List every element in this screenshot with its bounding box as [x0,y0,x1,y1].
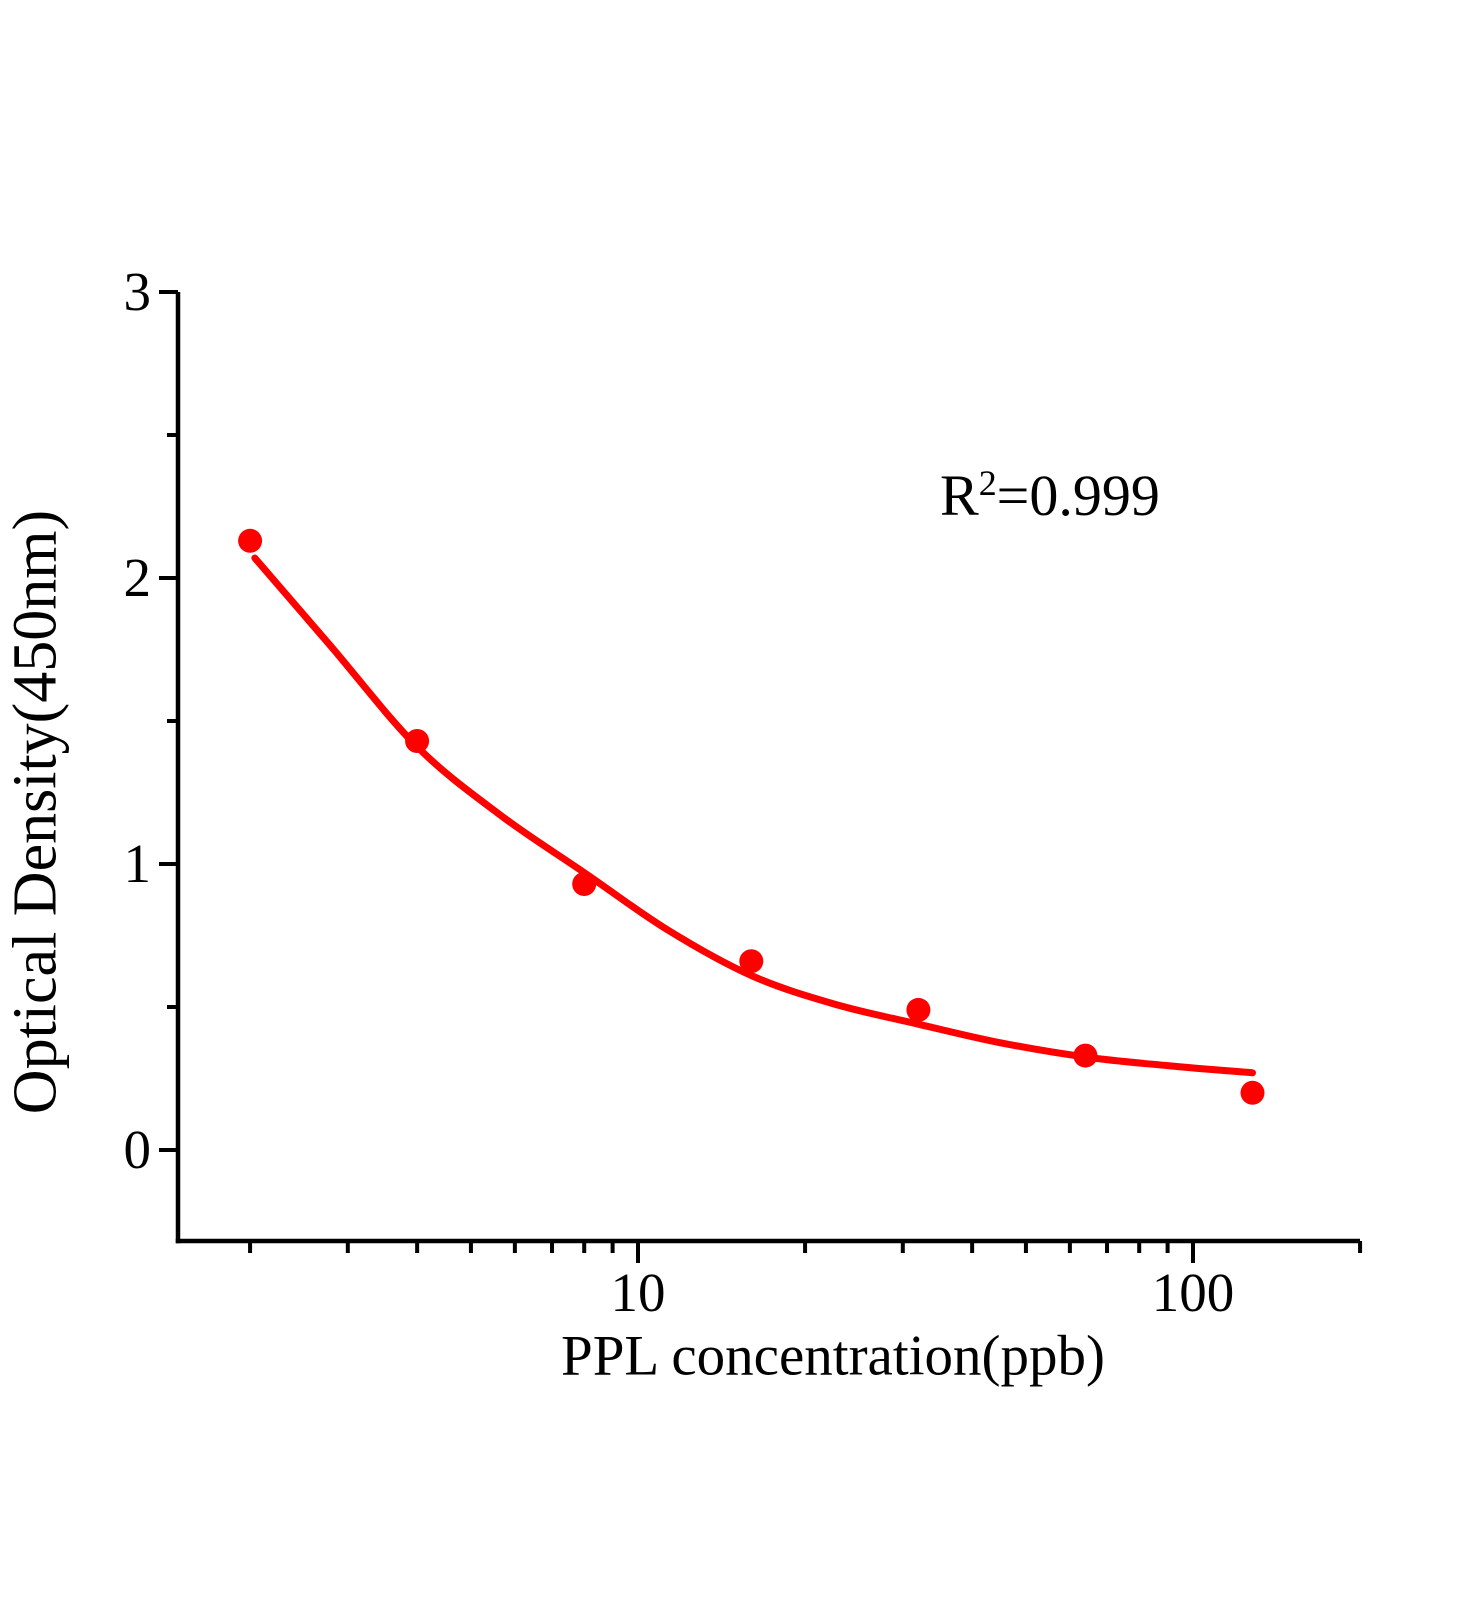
y-tick-label-1: 1 [123,833,152,894]
data-point-8ppb [572,872,597,896]
r-squared-value: =0.999 [996,463,1160,528]
fit-curve [251,554,1256,1077]
data-point-128ppb [1240,1080,1265,1105]
y-tick-label-0: 0 [123,1119,152,1180]
r-squared-exponent: 2 [978,463,997,504]
data-point-64ppb [1073,1043,1098,1068]
x-tick-label-100: 100 [1151,1262,1235,1323]
r-squared-annotation: R2=0.999 [940,462,1160,529]
data-point-2ppb [238,528,263,553]
data-point-32ppb [906,997,931,1022]
x-tick-label-10: 10 [610,1262,666,1323]
y-tick-label-3: 3 [123,261,152,322]
data-point-16ppb [739,949,764,974]
r-squared-base: R [940,463,979,528]
x-axis-title: PPL concentration(ppb) [560,1324,1106,1388]
y-tick-label-2: 2 [123,547,152,608]
data-point-4ppb [405,729,430,753]
